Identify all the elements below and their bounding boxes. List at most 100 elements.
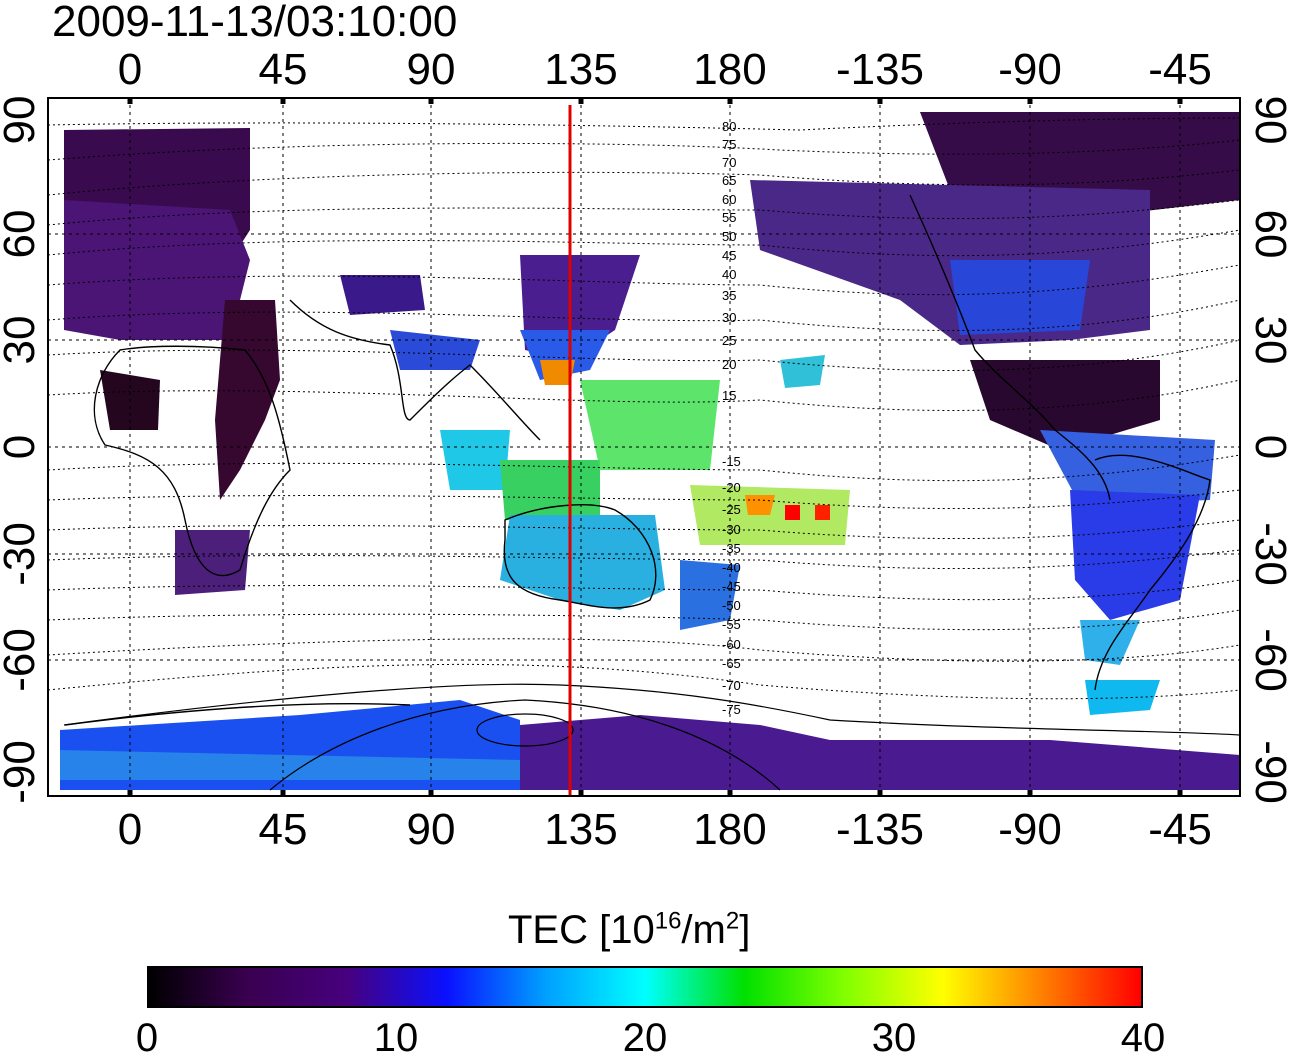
contour-label: -30	[722, 522, 741, 537]
colorbar-tick-label: 40	[1120, 1016, 1166, 1060]
contour-label: 40	[722, 267, 736, 282]
tec-region-antarctica-ring	[60, 750, 520, 780]
tec-region-new-zealand	[680, 560, 740, 630]
contour-label: 75	[722, 137, 736, 152]
contour-label: -40	[722, 560, 741, 575]
latitude-axis-right: 90 60 30 0 -30 -60 -90	[1246, 96, 1292, 804]
colorbar-tick-label: 30	[871, 1016, 917, 1060]
tick-label: -90	[998, 805, 1062, 854]
tick-label: -135	[836, 805, 924, 854]
map-frame	[47, 97, 1241, 797]
tick-label: 90	[407, 805, 456, 854]
contour-label: -25	[722, 502, 741, 517]
contour-line	[63, 683, 1240, 736]
contour-label: 50	[722, 229, 736, 244]
tec-region-us-east	[950, 260, 1090, 335]
contour-label: -20	[722, 480, 741, 495]
contour-label: -45	[722, 579, 741, 594]
tick-label: -90	[1246, 740, 1292, 804]
contour-label: -55	[722, 617, 741, 632]
contour-label: 20	[722, 357, 736, 372]
page-title: 2009-11-13/03:10:00	[52, 0, 458, 46]
tec-region-antarctica	[520, 715, 1240, 790]
tick-label: 30	[0, 316, 44, 365]
tec-region-indonesia	[500, 460, 600, 520]
tick-label: -135	[836, 45, 924, 94]
longitude-axis-bottom: 0 45 90 135 180 -135 -90 -45	[118, 805, 1212, 854]
contour-label: 45	[722, 248, 736, 263]
contour-label: 35	[722, 288, 736, 303]
tick-label: 90	[407, 45, 456, 94]
coastline	[503, 504, 657, 609]
tec-region-hotspot-3	[815, 505, 830, 520]
contour-label: -70	[722, 678, 741, 693]
contour-label: 15	[722, 388, 736, 403]
tec-region-australia	[500, 515, 665, 610]
tec-data-layer	[60, 112, 1240, 790]
contour-label: -35	[722, 541, 741, 556]
contour-label: 25	[722, 333, 736, 348]
tick-label: 45	[259, 45, 308, 94]
contour-line	[476, 713, 574, 747]
contour-label: 70	[722, 155, 736, 170]
tec-region-hotspot-1	[745, 495, 775, 515]
contour-label: 30	[722, 310, 736, 325]
graticule	[48, 98, 1240, 796]
contour-label: -50	[722, 598, 741, 613]
magnetic-contours	[48, 117, 1240, 700]
tec-region-central-asia	[340, 275, 425, 315]
contour-labels-north: 80 75 70 65 60 55 50 45 40 35 30 25 20 1…	[722, 119, 736, 403]
tec-region-south-america-north	[1040, 430, 1215, 505]
coastline	[289, 299, 541, 441]
coastline	[1094, 454, 1211, 691]
colorbar-tick-label: 10	[373, 1016, 419, 1060]
tick-label: 90	[1246, 96, 1292, 145]
tec-region-south-america	[1070, 490, 1200, 620]
tick-label: 0	[118, 45, 142, 94]
contour-labels-south: -15 -20 -25 -30 -35 -40 -45 -50 -55 -60 …	[722, 454, 741, 717]
tick-label: -30	[1246, 522, 1292, 586]
tick-label: 0	[0, 435, 44, 459]
tick-label: 0	[1246, 435, 1292, 459]
colorbar-tick-label: 0	[135, 1016, 159, 1060]
latitude-axis-left: 90 60 30 0 -30 -60 -90	[0, 96, 44, 804]
contour-line	[269, 699, 781, 791]
colorbar-title: TEC [1016/m2]	[508, 907, 751, 952]
colorbar	[147, 966, 1143, 1008]
contour-label: 80	[722, 119, 736, 134]
tick-label: -45	[1148, 805, 1212, 854]
axis-ticks	[127, 98, 1183, 796]
tick-label: 60	[1246, 210, 1292, 259]
tick-label: -60	[0, 628, 44, 692]
tick-label: 135	[544, 45, 617, 94]
tec-region-central-america	[970, 360, 1160, 450]
contour-label: -60	[722, 637, 741, 652]
tick-label: -30	[0, 522, 44, 586]
tick-label: -90	[0, 740, 44, 804]
tec-region-se-asia	[440, 430, 510, 490]
coastlines	[64, 194, 1211, 726]
tec-region-europe	[64, 200, 250, 340]
colorbar-tick-label: 20	[622, 1016, 668, 1060]
tick-label: 60	[0, 210, 44, 259]
tick-label: -60	[1246, 628, 1292, 692]
tick-label: 0	[118, 805, 142, 854]
contour-label: 65	[722, 173, 736, 188]
tick-label: 135	[544, 805, 617, 854]
coastline	[93, 345, 291, 577]
tec-region-pacific-green	[580, 380, 720, 470]
contour-label: 55	[722, 210, 736, 225]
coastline	[909, 194, 1111, 501]
tick-label: 90	[0, 96, 44, 145]
tec-region-southern-africa	[175, 530, 250, 595]
tec-region-taiwan	[540, 360, 575, 385]
tec-region-hawaii	[780, 355, 825, 388]
magnetic-contours-polar	[63, 683, 1240, 791]
tick-label: 30	[1246, 316, 1292, 365]
coastline	[64, 703, 411, 726]
tick-label: -90	[998, 45, 1062, 94]
tick-label: -45	[1148, 45, 1212, 94]
tick-label: 180	[693, 805, 766, 854]
tick-label: 45	[259, 805, 308, 854]
